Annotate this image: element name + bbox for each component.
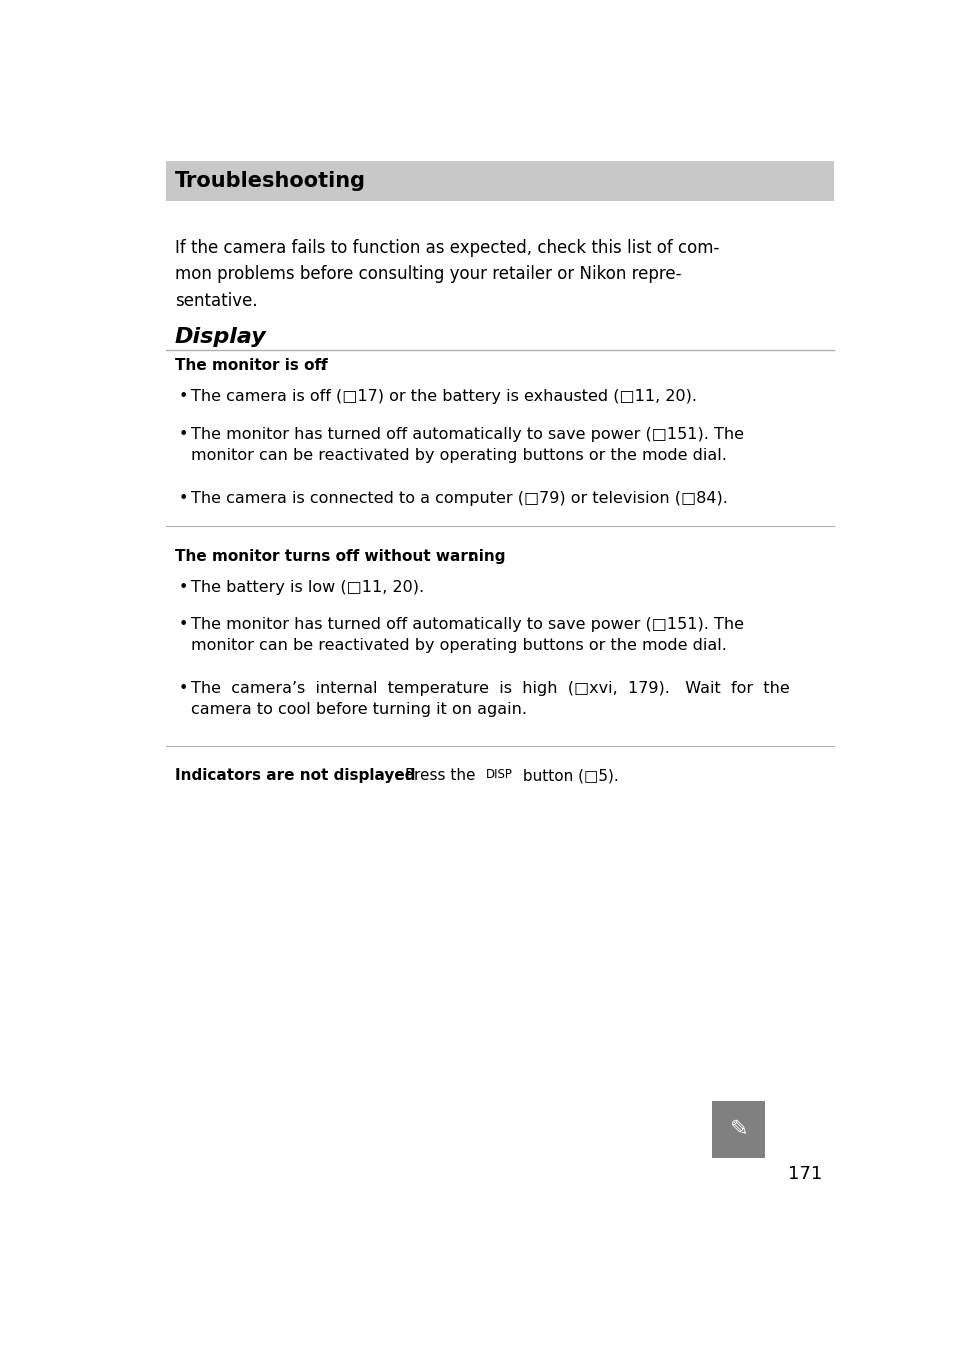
Text: :: :	[468, 549, 474, 564]
Text: 171: 171	[787, 1165, 821, 1184]
Text: The battery is low (□11, 20).: The battery is low (□11, 20).	[191, 580, 424, 594]
FancyBboxPatch shape	[166, 161, 833, 200]
Text: The monitor has turned off automatically to save power (□151). The
monitor can b: The monitor has turned off automatically…	[191, 426, 743, 463]
Text: •: •	[178, 580, 188, 594]
Text: •: •	[178, 426, 188, 441]
Text: The monitor has turned off automatically to save power (□151). The
monitor can b: The monitor has turned off automatically…	[191, 617, 743, 654]
Text: : Press the: : Press the	[395, 768, 480, 783]
Text: DISP: DISP	[485, 768, 513, 781]
Text: The camera is off (□17) or the battery is exhausted (□11, 20).: The camera is off (□17) or the battery i…	[191, 389, 697, 405]
Text: :: :	[319, 358, 326, 373]
Text: •: •	[178, 491, 188, 506]
Text: If the camera fails to function as expected, check this list of com-
mon problem: If the camera fails to function as expec…	[174, 239, 719, 309]
Text: Indicators are not displayed: Indicators are not displayed	[174, 768, 415, 783]
Text: •: •	[178, 617, 188, 632]
FancyBboxPatch shape	[712, 1100, 764, 1158]
Text: The monitor is off: The monitor is off	[174, 358, 327, 373]
Text: button (□5).: button (□5).	[517, 768, 618, 783]
Text: ✎: ✎	[729, 1119, 747, 1139]
Text: Troubleshooting: Troubleshooting	[174, 171, 365, 191]
Text: The monitor turns off without warning: The monitor turns off without warning	[174, 549, 505, 564]
Text: The camera is connected to a computer (□79) or television (□84).: The camera is connected to a computer (□…	[191, 491, 727, 506]
Text: •: •	[178, 389, 188, 405]
Text: The  camera’s  internal  temperature  is  high  (□xvi,  179).   Wait  for  the
c: The camera’s internal temperature is hig…	[191, 682, 789, 717]
Text: Display: Display	[174, 327, 266, 347]
Text: •: •	[178, 682, 188, 697]
